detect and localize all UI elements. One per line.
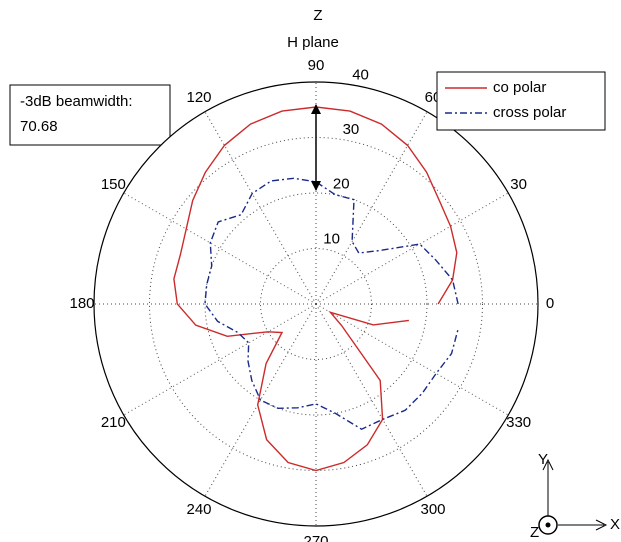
grid-spoke — [123, 303, 317, 416]
chart-title: H plane — [287, 34, 339, 51]
grid-spoke — [315, 303, 428, 497]
legend-label: cross polar — [493, 104, 566, 121]
r-tick-label: 10 — [323, 230, 340, 247]
r-tick-label: 20 — [333, 176, 350, 193]
legend-label: co polar — [493, 79, 546, 96]
grid-spoke — [204, 303, 317, 497]
r-tick-label: 40 — [352, 66, 369, 83]
theta-tick-label: 90 — [308, 57, 325, 74]
grid-spoke — [315, 192, 509, 305]
theta-tick-label: 240 — [186, 501, 211, 518]
grid-spoke — [315, 111, 428, 305]
theta-tick-label: 330 — [506, 414, 531, 431]
theta-tick-label: 270 — [303, 533, 328, 542]
annotation-text: -3dB beamwidth: — [20, 93, 133, 110]
grid-spoke — [123, 192, 317, 305]
arrow-head — [311, 181, 321, 191]
legend-box — [436, 71, 606, 131]
series-line — [204, 177, 459, 430]
theta-tick-label: 210 — [101, 414, 126, 431]
theta-tick-label: 150 — [101, 176, 126, 193]
icon-dot — [545, 522, 551, 528]
annotation-text: 70.68 — [20, 118, 58, 135]
theta-tick-label: 180 — [69, 295, 94, 312]
r-tick-label: 30 — [343, 121, 360, 138]
icon-label: Y — [538, 451, 548, 468]
grid-spoke — [315, 303, 509, 416]
grid-circle — [204, 192, 428, 416]
grid-spoke — [204, 111, 317, 305]
icon-arrow — [595, 519, 608, 531]
outer-circle — [93, 81, 539, 527]
axis-label: Z — [313, 7, 322, 24]
axes-icon: Y Z X — [530, 451, 620, 541]
theta-tick-label: 30 — [510, 176, 527, 193]
arrow-head — [311, 104, 321, 114]
series-line — [173, 106, 458, 472]
icon-label: X — [610, 516, 620, 533]
theta-tick-label: 0 — [546, 295, 554, 312]
icon-label: Z — [530, 524, 539, 541]
theta-tick-label: 300 — [420, 501, 445, 518]
annotation-box — [9, 84, 171, 146]
grid-circle — [260, 248, 372, 360]
icon-arrow — [542, 458, 554, 471]
theta-tick-label: 120 — [186, 89, 211, 106]
